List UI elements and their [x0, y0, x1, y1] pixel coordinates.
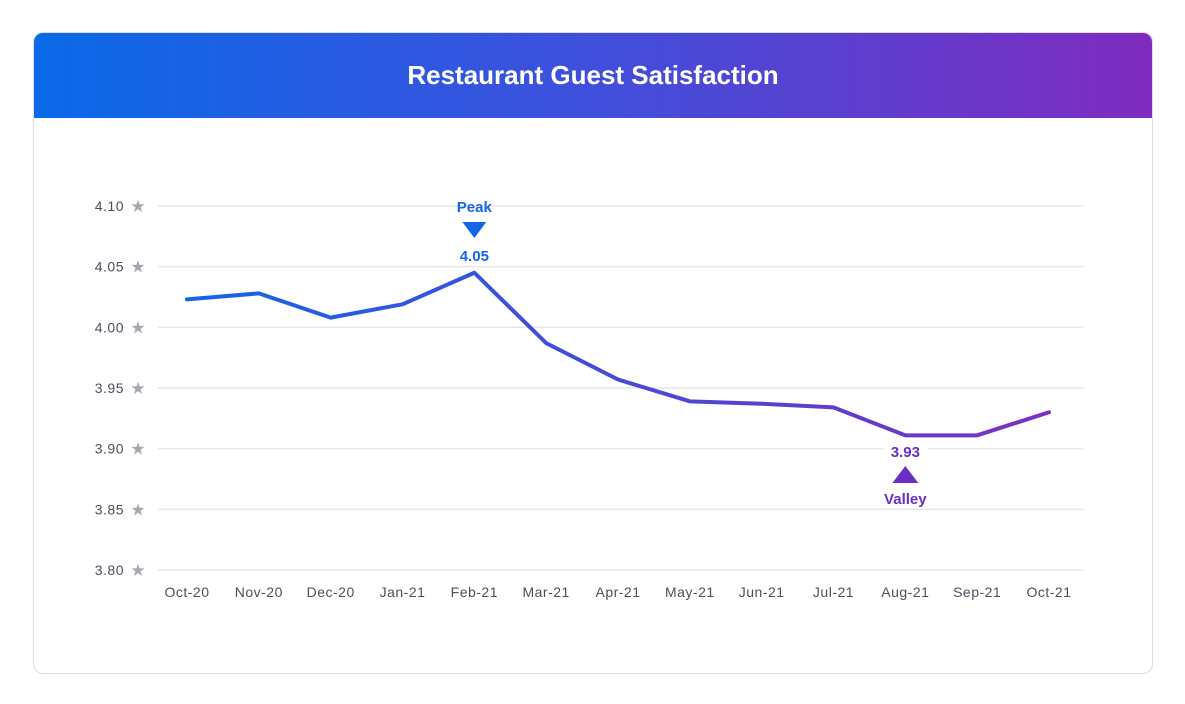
series-line	[185, 270, 1051, 438]
chart-header: Restaurant Guest Satisfaction	[34, 33, 1152, 118]
star-icon: ★	[130, 500, 145, 520]
chart-card: Restaurant Guest Satisfaction	[33, 32, 1153, 674]
y-tick-label: 3.85	[95, 501, 124, 517]
triangle-up-icon	[892, 466, 919, 483]
star-icon: ★	[130, 197, 145, 217]
x-tick-label: Jul-21	[813, 584, 854, 600]
y-tick-label: 3.95	[95, 380, 124, 396]
x-tick-label: Oct-21	[1026, 584, 1071, 600]
star-icon: ★	[130, 440, 145, 460]
x-tick-label: May-21	[665, 584, 715, 600]
x-tick-label: Jun-21	[739, 584, 785, 600]
x-tick-label: Jan-21	[380, 584, 426, 600]
star-icon: ★	[130, 318, 145, 338]
label-background	[883, 440, 928, 460]
valley-value-label: 3.93	[891, 444, 920, 461]
peak-value-label: 4.05	[460, 248, 489, 265]
star-icon: ★	[130, 258, 145, 278]
x-tick-label: Dec-20	[307, 584, 355, 600]
x-tick-label: Feb-21	[451, 584, 498, 600]
x-tick-label: Sep-21	[953, 584, 1001, 600]
chart-title: Restaurant Guest Satisfaction	[407, 60, 779, 90]
peak-label: Peak	[457, 199, 493, 216]
x-tick-label: Oct-20	[164, 584, 209, 600]
triangle-down-icon	[462, 222, 487, 238]
y-tick-label: 4.05	[95, 259, 124, 275]
x-tick-label: Nov-20	[235, 584, 283, 600]
y-tick-label: 3.90	[95, 441, 124, 457]
x-tick-label: Mar-21	[522, 584, 569, 600]
star-icon: ★	[130, 379, 145, 399]
x-tick-label: Apr-21	[595, 584, 640, 600]
y-tick-label: 3.80	[95, 562, 124, 578]
star-icon: ★	[130, 561, 145, 581]
y-tick-label: 4.00	[95, 319, 124, 335]
valley-label: Valley	[884, 491, 927, 508]
x-tick-label: Aug-21	[881, 584, 929, 600]
y-tick-label: 4.10	[95, 198, 124, 214]
